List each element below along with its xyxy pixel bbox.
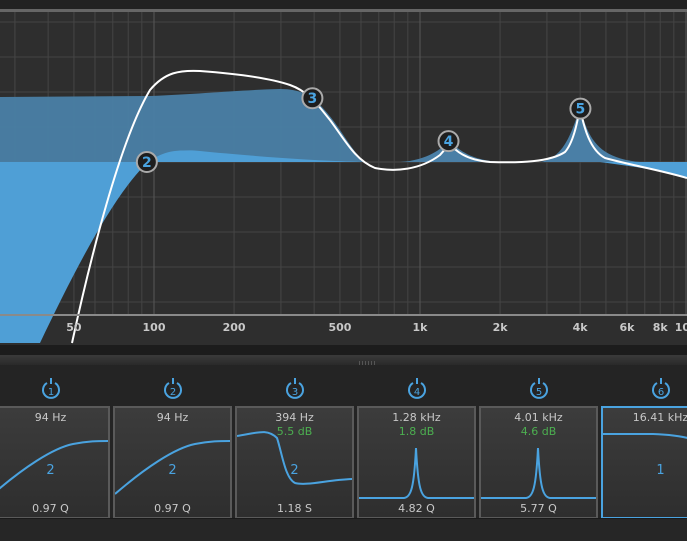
freq-axis-label: 100 [143, 321, 166, 334]
band-slope: 2 [290, 463, 299, 478]
band-q: 5.77 Q [520, 502, 557, 515]
freq-axis-label: 6k [619, 321, 635, 334]
band-node-label: 2 [142, 155, 152, 171]
band-frequency: 94 Hz [156, 411, 189, 424]
band-2-fill-upper [150, 150, 360, 162]
band-node-label: 4 [444, 134, 454, 150]
band-gain: 5.5 dB [276, 425, 313, 438]
band-node-2[interactable]: 2 [135, 151, 158, 173]
band-6-fill [600, 162, 687, 178]
band-q: 0.97 Q [32, 502, 69, 515]
band-card[interactable]: 94 Hz 2 0.97 Q [0, 406, 110, 519]
resize-grip[interactable] [359, 361, 377, 365]
band-strip: 1 94 Hz 2 0.97 Q 2 94 Hz 2 0.97 Q 3 394 … [0, 365, 687, 540]
band-frequency: 394 Hz [275, 411, 314, 424]
band-3: 3 394 Hz 5.5 dB 2 1.18 S [235, 365, 354, 519]
panel-divider[interactable] [0, 345, 687, 365]
band-4: 4 1.28 kHz 1.8 dB 4.82 Q [357, 365, 476, 519]
band-gain: 1.8 dB [398, 425, 435, 438]
freq-axis-label: 8k [653, 321, 669, 334]
band-3-fill [0, 89, 365, 162]
band-node-4[interactable]: 4 [437, 130, 460, 153]
power-icon[interactable]: 6 [650, 377, 672, 401]
band-q: 0.97 Q [154, 502, 191, 515]
band-response-thumbnail [115, 440, 230, 495]
freq-axis-label: 10k [675, 321, 687, 334]
power-label: 3 [291, 387, 297, 398]
band-frequency: 16.41 kHz [632, 411, 687, 424]
band-card[interactable]: 4.01 kHz 4.6 dB 5.77 Q [479, 406, 598, 519]
band-gain: 4.6 dB [520, 425, 557, 438]
power-label: 5 [535, 387, 541, 398]
band-card[interactable]: 1.28 kHz 1.8 dB 4.82 Q [357, 406, 476, 519]
band-5-fill [540, 108, 640, 162]
band-1: 1 94 Hz 2 0.97 Q [0, 365, 110, 519]
band-5: 5 4.01 kHz 4.6 dB 5.77 Q [479, 365, 598, 519]
band-slope: 2 [46, 463, 55, 478]
band-slope: 2 [168, 463, 177, 478]
power-icon[interactable]: 5 [528, 377, 550, 401]
band-frequency: 4.01 kHz [514, 411, 563, 424]
band-response-thumbnail [237, 431, 352, 485]
band-q: 1.18 S [277, 502, 312, 515]
power-icon[interactable]: 1 [40, 377, 62, 401]
band-node-label: 5 [576, 102, 586, 118]
band-frequency: 94 Hz [34, 411, 67, 424]
band-card[interactable]: 16.41 kHz 1 [601, 406, 687, 519]
freq-axis-label: 200 [223, 321, 246, 334]
freq-axis-label: 500 [328, 321, 351, 334]
band-card[interactable]: 394 Hz 5.5 dB 2 1.18 S [235, 406, 354, 519]
power-icon[interactable]: 3 [284, 377, 306, 401]
band-6: 6 16.41 kHz 1 [601, 365, 687, 519]
power-label: 1 [47, 387, 53, 398]
band-node-label: 3 [308, 91, 318, 107]
band-response-thumbnail [481, 447, 596, 499]
band-node-5[interactable]: 5 [569, 97, 592, 120]
band-node-3[interactable]: 3 [301, 87, 324, 110]
band-frequency: 1.28 kHz [392, 411, 441, 424]
power-icon[interactable]: 4 [406, 377, 428, 401]
power-label: 6 [657, 387, 663, 398]
band-2-fill [0, 150, 360, 343]
freq-axis-label: 2k [493, 321, 509, 334]
band-response-thumbnail [359, 447, 474, 499]
band-slope: 1 [656, 463, 665, 478]
eq-graph[interactable]: 50 100 200 500 1k 2k 4k 6k 8k 10k 2 3 4 5 [0, 0, 687, 345]
band-card[interactable]: 94 Hz 2 0.97 Q [113, 406, 232, 519]
power-icon[interactable]: 2 [162, 377, 184, 401]
power-label: 2 [169, 387, 175, 398]
freq-axis-label: 1k [413, 321, 429, 334]
band-response-thumbnail [603, 433, 687, 439]
bottom-bar [0, 518, 687, 541]
freq-axis-label: 4k [573, 321, 589, 334]
power-label: 4 [413, 387, 419, 398]
band-q: 4.82 Q [398, 502, 435, 515]
freq-axis-label: 50 [66, 321, 82, 334]
band-2: 2 94 Hz 2 0.97 Q [113, 365, 232, 519]
band-response-thumbnail [0, 440, 108, 490]
